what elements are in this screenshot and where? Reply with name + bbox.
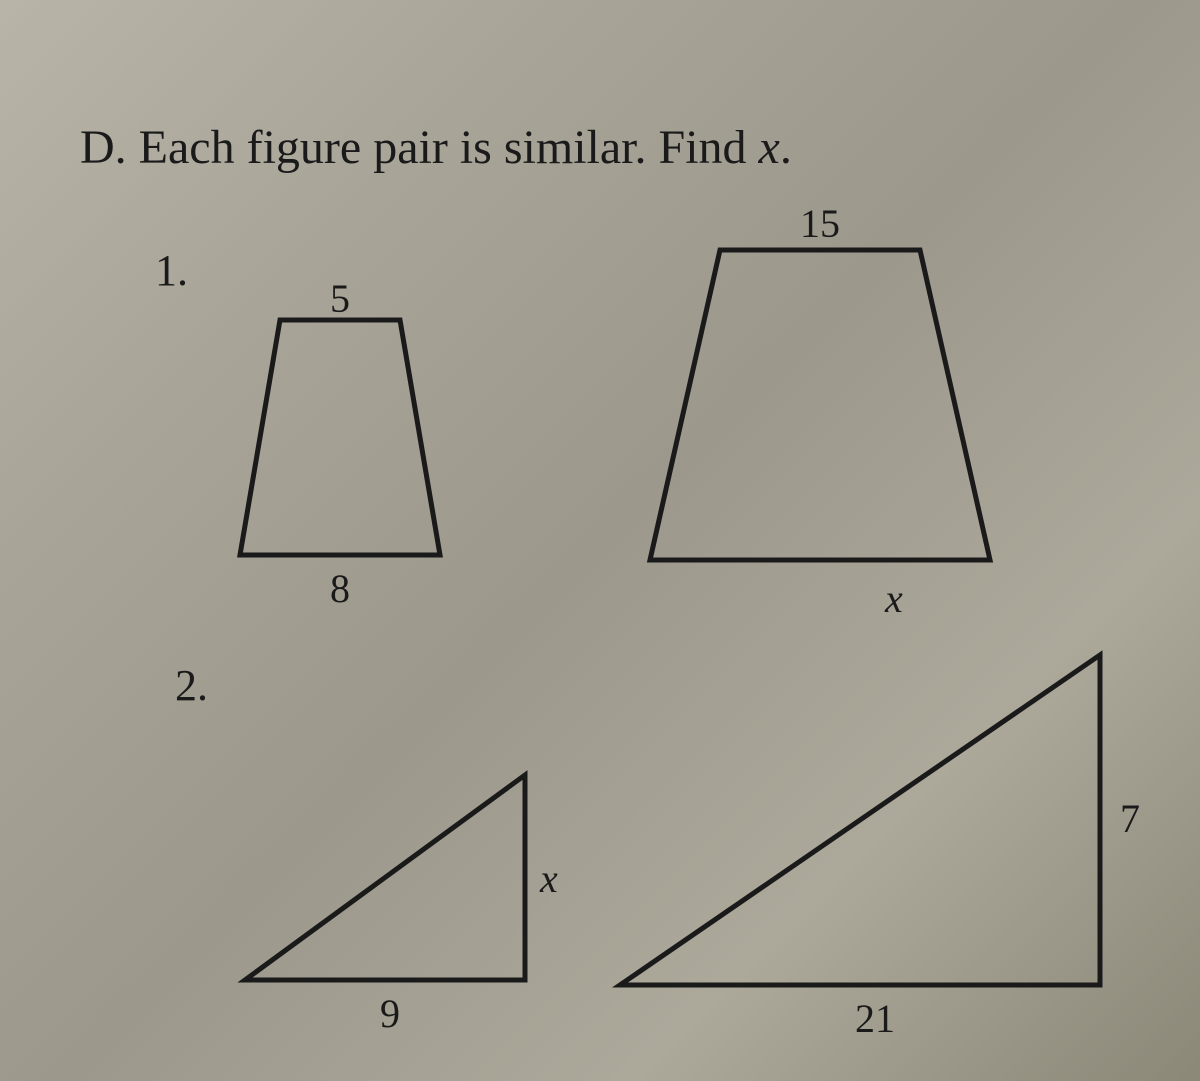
triangle-large <box>620 655 1100 985</box>
label-trap-small-top: 5 <box>330 275 350 322</box>
label-tri-small-side-x: x <box>540 855 558 902</box>
label-tri-small-base: 9 <box>380 990 400 1037</box>
figure-canvas <box>0 0 1200 1081</box>
label-tri-large-side: 7 <box>1120 795 1140 842</box>
trapezoid-small <box>240 320 440 555</box>
worksheet-page: D. Each figure pair is similar. Find x. … <box>0 0 1200 1081</box>
trapezoid-large <box>650 250 990 560</box>
label-tri-large-base: 21 <box>855 995 895 1042</box>
triangle-small <box>245 775 525 980</box>
label-trap-small-bottom: 8 <box>330 565 350 612</box>
label-trap-large-top: 15 <box>800 200 840 247</box>
label-trap-large-bottom-x: x <box>885 575 903 622</box>
